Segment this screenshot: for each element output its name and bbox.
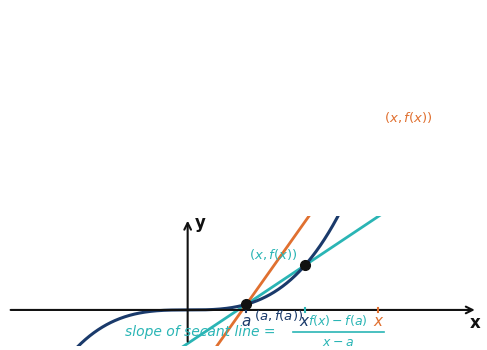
Text: $\mathbf{x}$: $\mathbf{x}$ bbox=[469, 314, 482, 332]
Text: $x$: $x$ bbox=[300, 314, 311, 329]
Text: $(x, f(x))$: $(x, f(x))$ bbox=[249, 247, 298, 262]
Text: $\mathbf{y}$: $\mathbf{y}$ bbox=[193, 216, 206, 235]
Text: slope of secant line =: slope of secant line = bbox=[125, 326, 280, 340]
Text: $x - a$: $x - a$ bbox=[322, 336, 354, 349]
Text: $x$: $x$ bbox=[373, 314, 384, 329]
Text: $(x, f(x))$: $(x, f(x))$ bbox=[384, 111, 433, 126]
Text: $a$: $a$ bbox=[241, 314, 252, 329]
Text: $(a, f(a))$: $(a, f(a))$ bbox=[254, 308, 303, 323]
Text: $f(x) - f(a)$: $f(x) - f(a)$ bbox=[308, 313, 368, 328]
